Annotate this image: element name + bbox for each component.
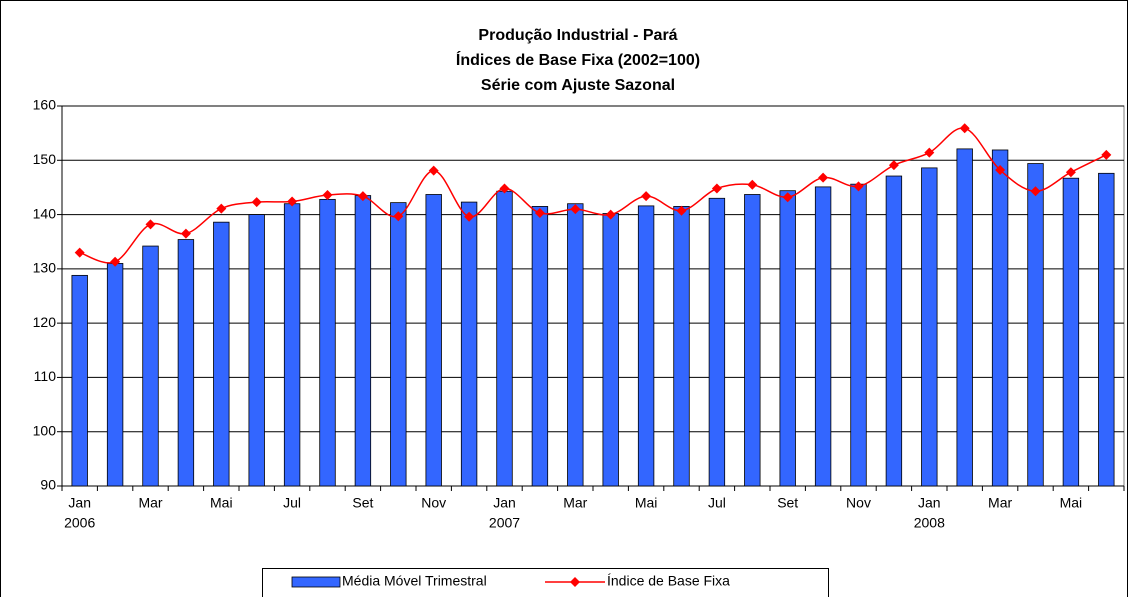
bar <box>850 183 867 487</box>
bar <box>71 274 88 487</box>
marker <box>357 191 368 202</box>
marker <box>995 165 1006 176</box>
y-tick-label: 140 <box>33 205 57 221</box>
bar <box>425 194 442 487</box>
bar <box>213 221 230 487</box>
x-tick-label: Mar <box>988 495 1012 511</box>
chart-title: Índices de Base Fixa (2002=100) <box>456 50 700 69</box>
marker <box>1065 167 1076 178</box>
bar <box>602 213 619 487</box>
bar <box>567 203 584 487</box>
bar <box>673 206 690 487</box>
marker <box>711 183 722 194</box>
x-tick-label: Jan <box>493 495 516 511</box>
bar <box>885 175 903 487</box>
y-tick-label: 120 <box>33 314 57 330</box>
x-tick-label: 2008 <box>914 515 945 531</box>
legend-marker <box>570 577 580 587</box>
bar <box>1027 163 1044 487</box>
bar <box>956 148 973 487</box>
bar <box>637 205 655 487</box>
bar <box>248 214 265 487</box>
bar <box>921 167 938 487</box>
marker <box>924 147 935 158</box>
marker <box>676 205 687 216</box>
x-tick-label: Jul <box>283 495 301 511</box>
marker <box>428 165 439 176</box>
marker <box>393 211 404 222</box>
legend-label: Média Móvel Trimestral <box>342 573 487 589</box>
marker <box>464 211 475 222</box>
marker <box>74 247 85 258</box>
bar <box>496 190 513 487</box>
y-tick-label: 90 <box>40 477 56 493</box>
bar <box>460 201 478 487</box>
marker <box>853 181 864 192</box>
x-tick-label: Jul <box>708 495 726 511</box>
bar <box>744 194 761 487</box>
marker <box>180 228 191 239</box>
marker <box>782 192 793 203</box>
legend-swatch <box>291 576 341 588</box>
plot-area <box>61 105 1125 487</box>
bar <box>106 263 124 487</box>
x-tick-label: Set <box>352 495 373 511</box>
marker <box>605 209 616 220</box>
marker <box>818 172 829 183</box>
marker <box>110 256 121 267</box>
bar <box>390 202 407 487</box>
x-tick-label: Mai <box>210 495 233 511</box>
x-tick-label: Set <box>777 495 798 511</box>
x-tick-label: Nov <box>846 495 871 511</box>
y-tick-label: 160 <box>33 97 57 113</box>
bar <box>991 149 1009 487</box>
marker <box>499 183 510 194</box>
x-tick-label: Jan <box>918 495 941 511</box>
y-tick-label: 110 <box>34 368 57 384</box>
marker <box>534 207 545 218</box>
chart-title: Produção Industrial - Pará <box>478 27 677 44</box>
bar <box>708 197 726 487</box>
x-tick-label: Mar <box>563 495 587 511</box>
x-tick-label: Mai <box>635 495 658 511</box>
bar <box>283 203 301 487</box>
x-tick-label: 2007 <box>489 515 520 531</box>
chart-title: Série com Ajuste Sazonal <box>481 77 675 94</box>
x-tick-label: Jan <box>68 495 91 511</box>
y-tick-label: 150 <box>33 151 57 167</box>
y-tick-label: 130 <box>33 260 57 276</box>
marker <box>216 203 227 214</box>
marker <box>322 190 333 201</box>
marker <box>1101 149 1112 160</box>
bar <box>354 195 372 487</box>
marker <box>641 191 652 202</box>
bar <box>142 245 159 487</box>
y-tick-label: 100 <box>33 422 57 438</box>
bar <box>177 239 195 487</box>
x-tick-label: 2006 <box>64 515 95 531</box>
marker <box>287 196 298 207</box>
x-tick-label: Mai <box>1060 495 1083 511</box>
marker <box>570 204 581 215</box>
bar <box>531 206 549 487</box>
legend-label: Índice de Base Fixa <box>607 573 730 589</box>
bar <box>814 186 832 487</box>
bar <box>779 190 796 487</box>
x-tick-label: Nov <box>421 495 446 511</box>
marker <box>888 160 899 171</box>
x-tick-label: Mar <box>138 495 162 511</box>
marker <box>145 219 156 230</box>
bar <box>1098 172 1115 487</box>
bar <box>319 198 336 487</box>
marker <box>1030 186 1041 197</box>
bar <box>1062 177 1080 487</box>
marker <box>959 123 970 134</box>
marker <box>747 179 758 190</box>
marker <box>251 197 262 208</box>
